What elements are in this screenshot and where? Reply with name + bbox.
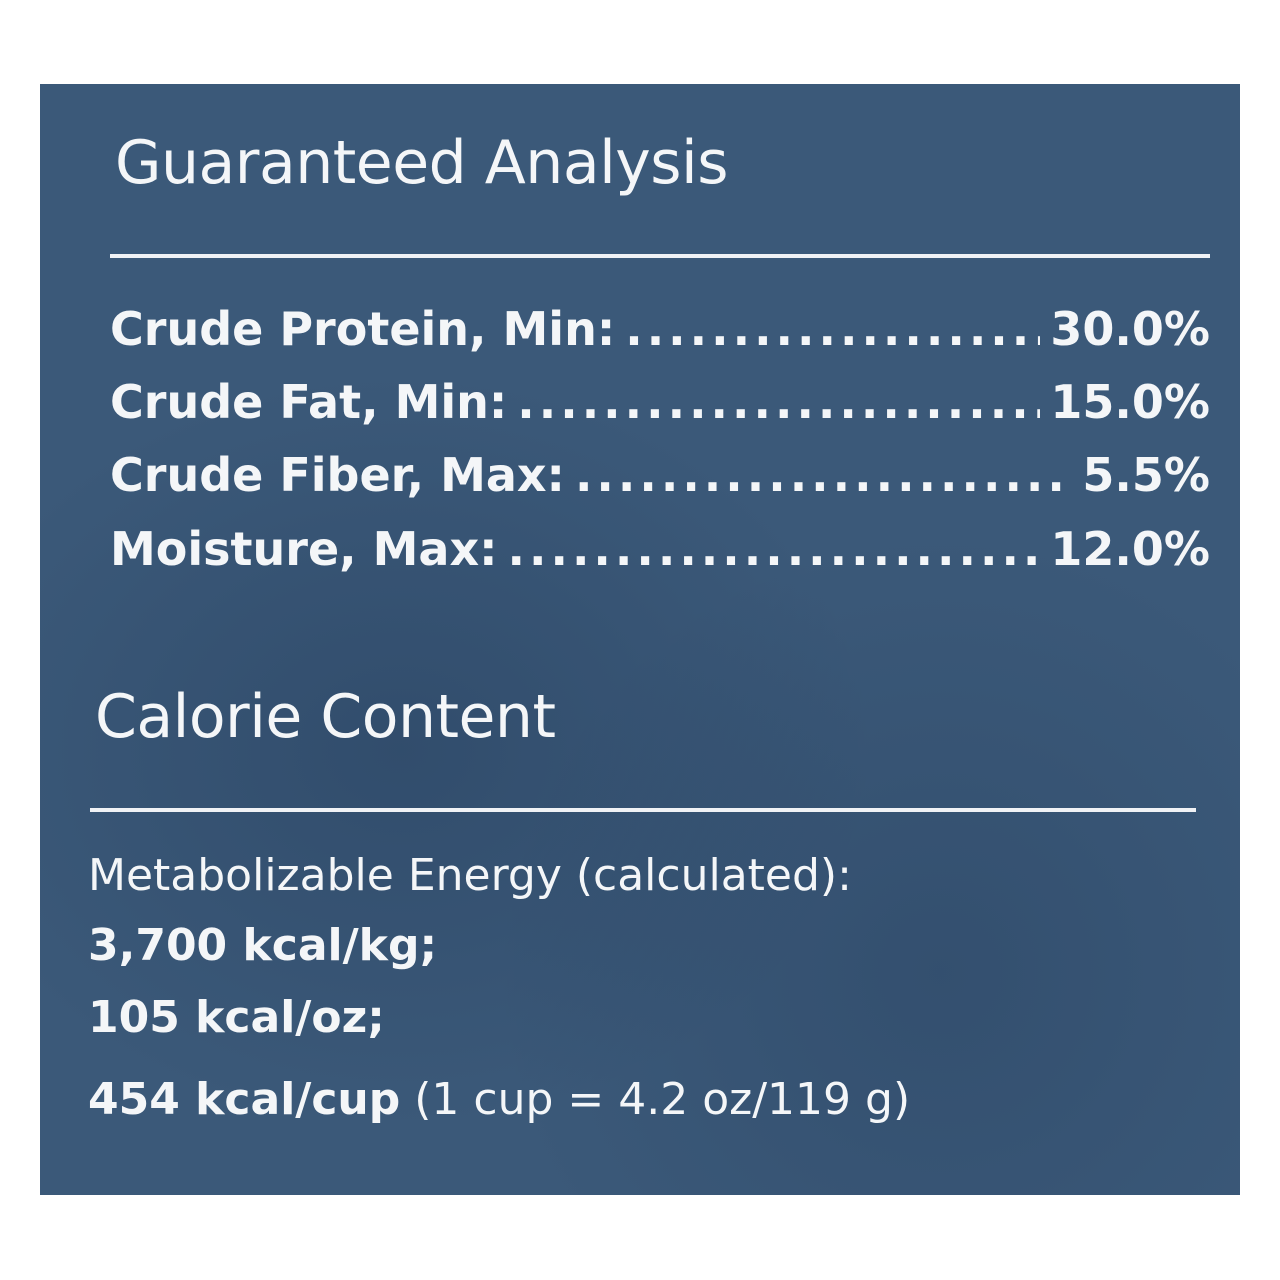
- analysis-row: Crude Fiber, Max: 5.5%: [110, 448, 1210, 502]
- leader-dots: [575, 448, 1072, 502]
- energy-intro: Metabolizable Energy (calculated):: [88, 850, 852, 901]
- analysis-row: Crude Protein, Min: 30.0%: [110, 302, 1210, 356]
- leader-dots: [625, 302, 1040, 356]
- energy-per-cup: 454 kcal/cup: [88, 1074, 401, 1125]
- row-label: Crude Fat, Min:: [110, 375, 508, 429]
- leader-dots: [517, 375, 1040, 429]
- row-value: 5.5%: [1082, 448, 1210, 502]
- calorie-content-heading: Calorie Content: [95, 682, 556, 752]
- row-label: Moisture, Max:: [110, 522, 498, 576]
- row-value: 30.0%: [1050, 302, 1210, 356]
- row-label: Crude Protein, Min:: [110, 302, 616, 356]
- analysis-row: Crude Fat, Min: 15.0%: [110, 375, 1210, 429]
- row-value: 15.0%: [1050, 375, 1210, 429]
- row-value: 12.0%: [1050, 522, 1210, 576]
- guaranteed-analysis-heading: Guaranteed Analysis: [115, 128, 728, 198]
- label-panel: [40, 84, 1240, 1195]
- leader-dots: [508, 522, 1041, 576]
- energy-per-cup-line: 454 kcal/cup (1 cup = 4.2 oz/119 g): [88, 1074, 910, 1125]
- divider: [110, 254, 1210, 258]
- cup-note: (1 cup = 4.2 oz/119 g): [414, 1074, 911, 1125]
- energy-per-oz: 105 kcal/oz;: [88, 992, 385, 1043]
- energy-per-kg: 3,700 kcal/kg;: [88, 920, 438, 971]
- divider: [90, 808, 1196, 812]
- analysis-row: Moisture, Max: 12.0%: [110, 522, 1210, 576]
- row-label: Crude Fiber, Max:: [110, 448, 565, 502]
